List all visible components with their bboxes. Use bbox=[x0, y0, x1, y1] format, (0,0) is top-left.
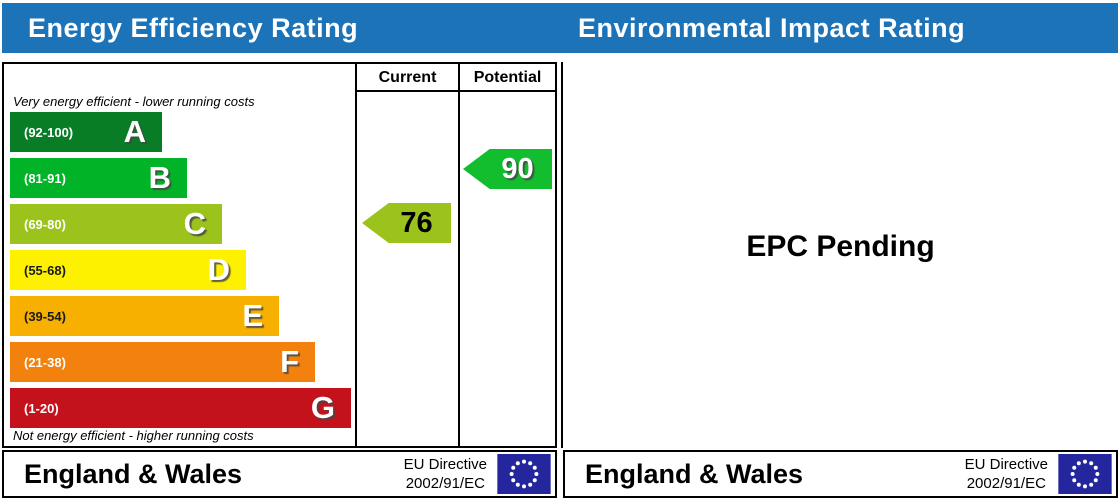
band-bar-b: (81-91) B bbox=[10, 158, 187, 198]
band-bar-e: (39-54) E bbox=[10, 296, 279, 336]
band-letter-a: A bbox=[123, 114, 146, 149]
header-row-underline bbox=[355, 90, 555, 92]
efficient-note: Very energy efficient - lower running co… bbox=[13, 94, 255, 109]
epc-pending-message: EPC Pending bbox=[746, 230, 935, 263]
potential-column-header: Potential bbox=[473, 69, 542, 86]
band-bar-a: (92-100) A bbox=[10, 112, 162, 152]
potential-rating-value: 90 bbox=[501, 153, 534, 185]
column-divider-current bbox=[355, 64, 357, 446]
environmental-impact-title: Environmental Impact Rating bbox=[578, 13, 966, 43]
band-letter-f: F bbox=[280, 344, 299, 379]
eu-directive-line2: 2002/91/EC bbox=[405, 475, 485, 492]
band-letter-e: E bbox=[242, 298, 263, 333]
eu-flag-icon bbox=[497, 454, 551, 494]
band-range-b: (81-91) bbox=[24, 171, 66, 186]
title-band: Energy Efficiency Rating Environmental I… bbox=[2, 3, 1118, 53]
band-range-d: (55-68) bbox=[24, 263, 66, 278]
band-range-f: (21-38) bbox=[24, 355, 66, 370]
eu-directive-text: EU Directive 2002/91/EC bbox=[404, 455, 487, 493]
potential-rating-arrow: 90 bbox=[463, 149, 552, 189]
band-bar-c: (69-80) C bbox=[10, 204, 222, 244]
band-bar-g: (1-20) G bbox=[10, 388, 351, 428]
eu-directive-line1-right: EU Directive bbox=[964, 456, 1048, 473]
eu-directive-line1: EU Directive bbox=[403, 456, 487, 473]
panel-divider bbox=[561, 62, 563, 448]
footer-environmental: England & Wales EU Directive 2002/91/EC bbox=[563, 450, 1118, 498]
eu-flag-icon-right bbox=[1058, 454, 1112, 494]
band-range-g: (1-20) bbox=[24, 401, 59, 416]
energy-efficiency-title: Energy Efficiency Rating bbox=[28, 13, 359, 43]
eu-directive-line2-right: 2002/91/EC bbox=[966, 475, 1046, 492]
band-letter-c: C bbox=[183, 206, 206, 241]
band-bar-d: (55-68) D bbox=[10, 250, 246, 290]
current-rating-arrow: 76 bbox=[362, 203, 451, 243]
eu-directive-text-right: EU Directive 2002/91/EC bbox=[965, 455, 1048, 493]
band-letter-d: D bbox=[207, 252, 230, 287]
energy-rating-table: Current Potential Very energy efficient … bbox=[2, 62, 557, 448]
band-bar-f: (21-38) F bbox=[10, 342, 315, 382]
column-divider-potential bbox=[458, 64, 460, 446]
band-range-a: (92-100) bbox=[24, 125, 74, 140]
current-column-header: Current bbox=[378, 69, 437, 86]
inefficient-note: Not energy efficient - higher running co… bbox=[13, 428, 254, 443]
region-label: England & Wales bbox=[24, 458, 243, 489]
region-label-right: England & Wales bbox=[585, 458, 804, 489]
band-range-c: (69-80) bbox=[24, 217, 66, 232]
band-letter-g: G bbox=[310, 390, 335, 425]
current-rating-value: 76 bbox=[400, 207, 433, 239]
band-letter-b: B bbox=[148, 160, 171, 195]
band-range-e: (39-54) bbox=[24, 309, 66, 324]
footer-energy: England & Wales EU Directive 2002/91/EC bbox=[2, 450, 557, 498]
